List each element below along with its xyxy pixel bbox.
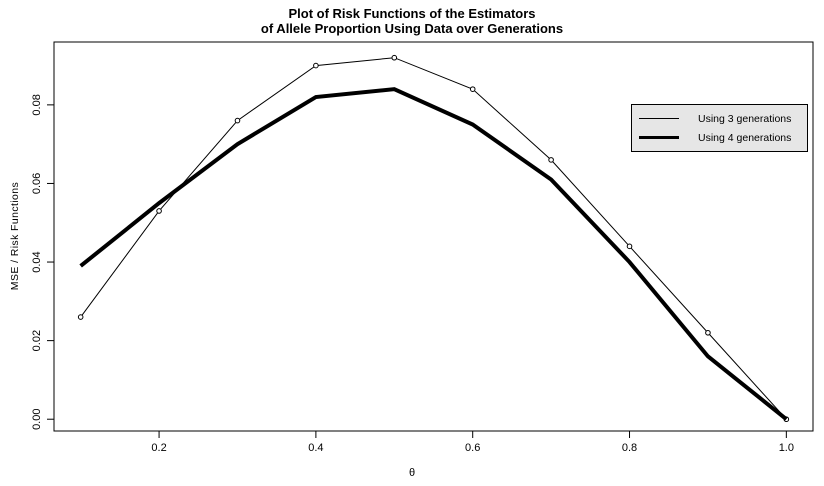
legend-label: Using 4 generations xyxy=(698,131,792,144)
y-axis-tick-label: 0.08 xyxy=(31,94,43,115)
chart-title: Plot of Risk Functions of the Estimators… xyxy=(0,6,824,36)
data-point-marker xyxy=(548,157,554,163)
plot-box xyxy=(53,41,814,432)
chart-title-line1: Plot of Risk Functions of the Estimators xyxy=(288,6,536,21)
data-point-marker xyxy=(156,208,162,214)
legend-thick-line-sample xyxy=(639,136,679,139)
x-axis-label: θ xyxy=(408,467,416,479)
legend-label: Using 3 generations xyxy=(698,112,792,125)
data-point-marker xyxy=(705,329,711,336)
legend-entry-4-generations: Using 4 generations xyxy=(632,131,807,144)
y-axis-label: MSE / Risk Functions xyxy=(9,181,21,291)
x-axis-tick-label: 0.4 xyxy=(308,442,323,454)
x-axis-tick-label: 0.8 xyxy=(622,442,637,454)
legend-thin-line-sample xyxy=(639,118,679,119)
data-point-marker xyxy=(77,314,84,320)
y-axis-tick-label: 0.02 xyxy=(31,330,43,351)
chart-title-line2: of Allele Proportion Using Data over Gen… xyxy=(260,21,564,36)
x-axis-tick-label: 0.2 xyxy=(151,442,166,454)
data-point-marker xyxy=(469,86,476,92)
series-line-1 xyxy=(79,87,788,421)
legend-entry-3-generations: Using 3 generations xyxy=(632,112,807,125)
y-axis-tick-label: 0.04 xyxy=(31,251,43,272)
legend: Using 3 generations Using 4 generations xyxy=(631,104,808,152)
y-axis-tick-label: 0.00 xyxy=(31,409,43,430)
y-axis-tick-label: 0.06 xyxy=(31,173,43,194)
data-point-marker xyxy=(234,117,241,124)
data-point-marker xyxy=(313,62,319,69)
data-point-marker xyxy=(626,243,633,250)
x-axis-tick-label: 1.0 xyxy=(779,442,794,454)
series-line-0 xyxy=(80,57,787,420)
data-point-marker xyxy=(391,54,398,61)
x-axis-tick-label: 0.6 xyxy=(465,442,480,454)
